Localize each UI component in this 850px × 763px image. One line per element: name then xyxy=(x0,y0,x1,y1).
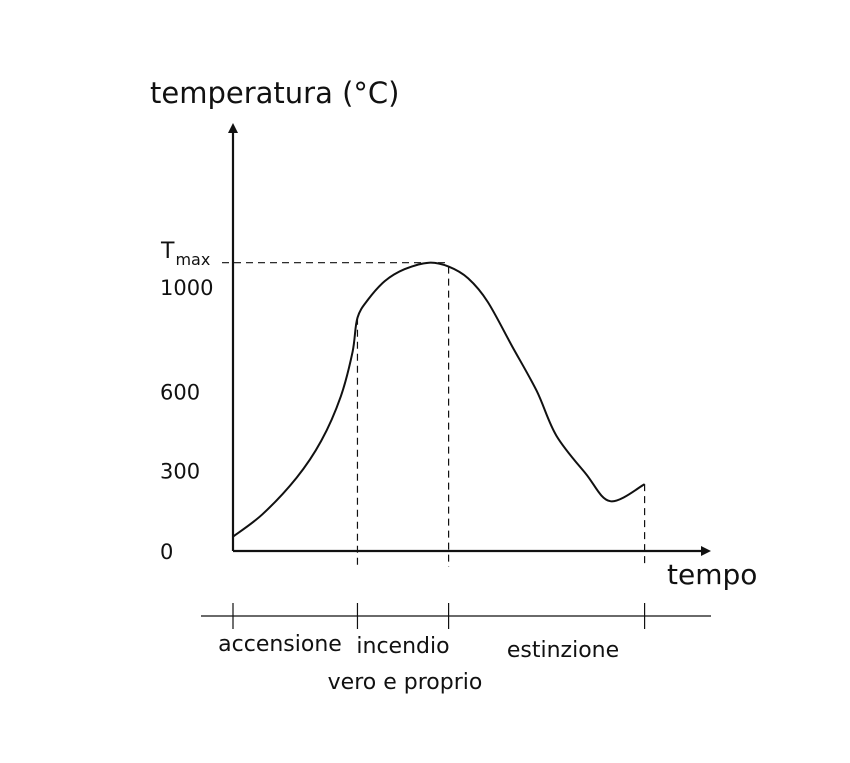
y-ticks: 0 300 600 1000 xyxy=(160,276,213,564)
y-tick-label: 1000 xyxy=(160,276,213,300)
phase-label-line2: vero e proprio xyxy=(328,670,483,695)
y-tick-label: 0 xyxy=(160,540,173,564)
tmax-label: Tmax xyxy=(160,239,210,269)
phase-timeline: accensione incendio vero e proprio estinzio… xyxy=(201,603,711,695)
y-axis-label: temperatura (°C) xyxy=(150,76,399,110)
phase-label: incendio xyxy=(356,634,449,659)
temperature-curve xyxy=(232,261,646,538)
y-tick-label: 600 xyxy=(160,381,200,405)
x-axis-label: tempo xyxy=(667,558,757,591)
curve-group xyxy=(232,261,646,538)
axes xyxy=(228,123,711,556)
guide-lines xyxy=(222,262,646,567)
svg-text:Tmax: Tmax xyxy=(160,239,210,269)
phase-label: estinzione xyxy=(507,638,619,663)
phase-label: accensione xyxy=(218,632,342,657)
y-tick-label: 300 xyxy=(160,459,200,483)
